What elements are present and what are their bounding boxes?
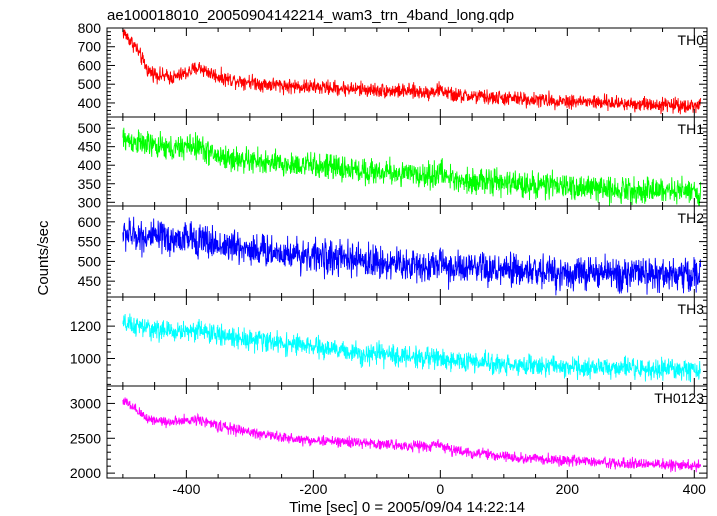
panel-label: TH2 (678, 210, 705, 226)
series-line-th1 (122, 127, 702, 207)
panel-label: TH0 (678, 32, 705, 48)
series-line-th0 (122, 29, 702, 115)
y-tick-label: 300 (78, 194, 102, 210)
panel-th2: 450 500 550 600 TH2 (78, 205, 708, 298)
y-tick-label: 1000 (70, 350, 101, 366)
panel-th3: 1000 1200 TH3 (70, 296, 708, 387)
series-line-th2 (122, 216, 702, 296)
y-axis-label: Counts/sec (35, 220, 52, 296)
x-tick-label: -200 (299, 481, 327, 497)
x-tick-label: 200 (556, 481, 580, 497)
panel-frame (106, 385, 708, 479)
y-tick-label: 800 (78, 20, 102, 36)
y-tick-label: 700 (78, 39, 102, 55)
series-line-th3 (122, 313, 702, 383)
y-tick-label: 600 (78, 57, 102, 73)
y-tick-label: 400 (78, 157, 102, 173)
y-tick-label: 450 (78, 139, 102, 155)
y-tick-label: 500 (78, 253, 102, 269)
x-tick-label: -400 (172, 481, 200, 497)
y-tick-label: 400 (78, 95, 102, 111)
x-tick-label: 400 (683, 481, 707, 497)
y-tick-label: 500 (78, 76, 102, 92)
y-tick-label: 550 (78, 234, 102, 250)
y-tick-label: 600 (78, 214, 102, 230)
panel-th1: 300 350 400 450 500 TH1 (78, 116, 708, 210)
panels: 400 500 600 700 800 TH0 300 350 400 450 500 TH1 450 5… (70, 20, 708, 497)
panel-th0: 400 500 600 700 800 TH0 (78, 20, 708, 118)
y-tick-label: 500 (78, 120, 102, 136)
panel-label: TH0123 (654, 390, 704, 406)
x-tick-label: 0 (436, 481, 444, 497)
chart-title: ae100018010_20050904142214_wam3_trn_4ban… (107, 7, 514, 24)
y-tick-label: 350 (78, 176, 102, 192)
panel-th0123: 2000 2500 3000 TH0123 (70, 385, 708, 481)
series-line-th0123 (122, 397, 702, 473)
y-tick-label: 3000 (70, 395, 101, 411)
y-tick-label: 450 (78, 273, 102, 289)
y-tick-label: 2500 (70, 430, 101, 446)
y-tick-label: 2000 (70, 465, 101, 481)
panel-label: TH1 (678, 121, 705, 137)
panel-label: TH3 (678, 301, 705, 317)
y-tick-label: 1200 (70, 318, 101, 334)
x-axis-label: Time [sec] 0 = 2005/09/04 14:22:14 (289, 499, 525, 516)
